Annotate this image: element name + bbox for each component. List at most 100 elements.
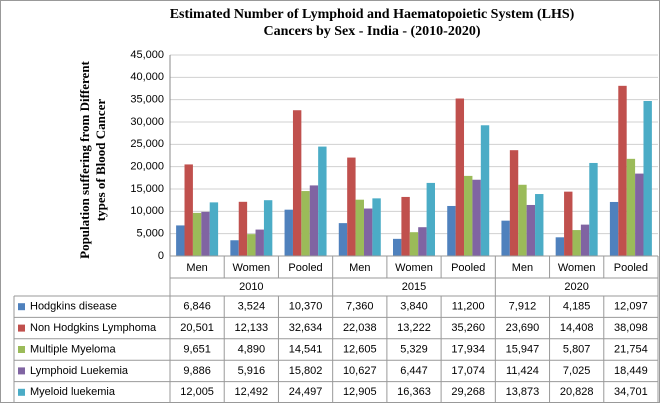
legend-swatch	[18, 367, 25, 375]
table-value: 6,447	[400, 365, 428, 377]
bar	[292, 110, 302, 256]
legend-label: Lymphoid Luekemia	[30, 365, 129, 377]
bar	[555, 237, 565, 256]
table-value: 7,912	[509, 301, 537, 313]
table-value: 9,651	[183, 343, 211, 355]
bar	[192, 212, 202, 256]
bar	[589, 162, 598, 256]
table-value: 4,185	[563, 301, 591, 313]
table-value: 12,097	[614, 301, 648, 313]
table-value: 15,947	[506, 343, 540, 355]
y-tick-label: 35,000	[130, 94, 164, 106]
table-value: 11,424	[506, 365, 539, 377]
table-value: 4,890	[238, 343, 266, 355]
y-tick-label: 0	[158, 250, 164, 262]
table-value: 13,873	[506, 386, 540, 398]
bar	[472, 179, 481, 256]
table-value: 29,268	[451, 386, 485, 398]
bar	[263, 200, 273, 256]
bar	[518, 184, 527, 256]
bar	[301, 191, 310, 256]
bar	[393, 238, 402, 256]
y-tick-label: 15,000	[130, 183, 164, 195]
bar	[572, 230, 581, 256]
bar	[526, 204, 536, 256]
y-tick-label: 40,000	[130, 71, 164, 83]
table-value: 5,916	[238, 365, 266, 377]
x-tick-label: Pooled	[451, 262, 485, 274]
bar	[401, 196, 410, 256]
x-tick-label: Women	[232, 262, 270, 274]
bar	[201, 211, 210, 256]
y-tick-label: 20,000	[130, 161, 164, 173]
table-value: 18,449	[614, 365, 648, 377]
table-value: 32,634	[289, 322, 323, 334]
table-value: 12,492	[235, 386, 269, 398]
bar	[184, 164, 193, 256]
y-tick-label: 25,000	[130, 138, 164, 150]
bar	[535, 194, 544, 256]
x-tick-label: Men	[349, 262, 370, 274]
bar	[626, 158, 636, 256]
table-value: 22,038	[343, 322, 377, 334]
bar	[564, 191, 573, 256]
chart-title: Estimated Number of Lymphoid and Haemato…	[170, 7, 575, 22]
table-value: 12,605	[343, 343, 377, 355]
bar	[209, 202, 219, 256]
bar	[501, 220, 510, 256]
table-value: 3,524	[238, 301, 266, 313]
bar	[418, 227, 427, 256]
table-value: 12,133	[235, 322, 269, 334]
table-value: 10,627	[343, 365, 377, 377]
table-value: 7,025	[563, 365, 591, 377]
group-label: 2020	[564, 281, 588, 293]
y-tick-label: 5,000	[136, 228, 164, 240]
table-value: 9,886	[183, 365, 211, 377]
x-tick-label: Women	[558, 262, 596, 274]
table-value: 24,497	[289, 386, 323, 398]
bar	[318, 146, 327, 256]
chart-title: Cancers by Sex - India - (2010-2020)	[264, 24, 481, 39]
x-tick-label: Pooled	[614, 262, 648, 274]
table-value: 5,807	[563, 343, 591, 355]
bar	[363, 208, 373, 256]
table-value: 20,501	[180, 322, 214, 334]
bar	[255, 229, 264, 256]
legend-label: Myeloid luekemia	[30, 386, 116, 398]
group-label: 2010	[239, 281, 263, 293]
bar	[284, 209, 293, 256]
legend-label: Non Hodgkins Lymphoma	[30, 322, 157, 334]
bar	[176, 225, 185, 256]
bar	[464, 175, 473, 256]
bar	[338, 223, 348, 256]
y-axis-title: Population suffering from Different	[77, 60, 92, 258]
table-value: 20,828	[560, 386, 594, 398]
y-tick-label: 30,000	[130, 116, 164, 128]
table-value: 38,098	[614, 322, 648, 334]
bar	[347, 157, 356, 256]
table-value: 11,200	[452, 301, 485, 313]
table-value: 12,005	[180, 386, 214, 398]
table-value: 16,363	[397, 386, 431, 398]
y-axis-title: types of Blood Cancer	[93, 99, 108, 222]
table-value: 14,408	[560, 322, 594, 334]
table-value: 10,370	[289, 301, 323, 313]
legend-label: Hodgkins disease	[30, 301, 117, 313]
bar	[309, 185, 319, 256]
bar	[643, 101, 652, 256]
legend-swatch	[18, 346, 25, 353]
bar	[618, 85, 627, 256]
x-tick-label: Pooled	[288, 262, 322, 274]
x-tick-label: Men	[512, 262, 533, 274]
bar	[230, 240, 239, 256]
x-tick-label: Women	[395, 262, 433, 274]
bar	[355, 199, 364, 256]
bar	[509, 150, 519, 256]
table-value: 12,905	[343, 386, 377, 398]
bar	[426, 182, 435, 256]
bar	[372, 198, 381, 256]
table-value: 14,541	[289, 343, 323, 355]
bar	[609, 201, 619, 256]
y-tick-label: 10,000	[130, 205, 164, 217]
